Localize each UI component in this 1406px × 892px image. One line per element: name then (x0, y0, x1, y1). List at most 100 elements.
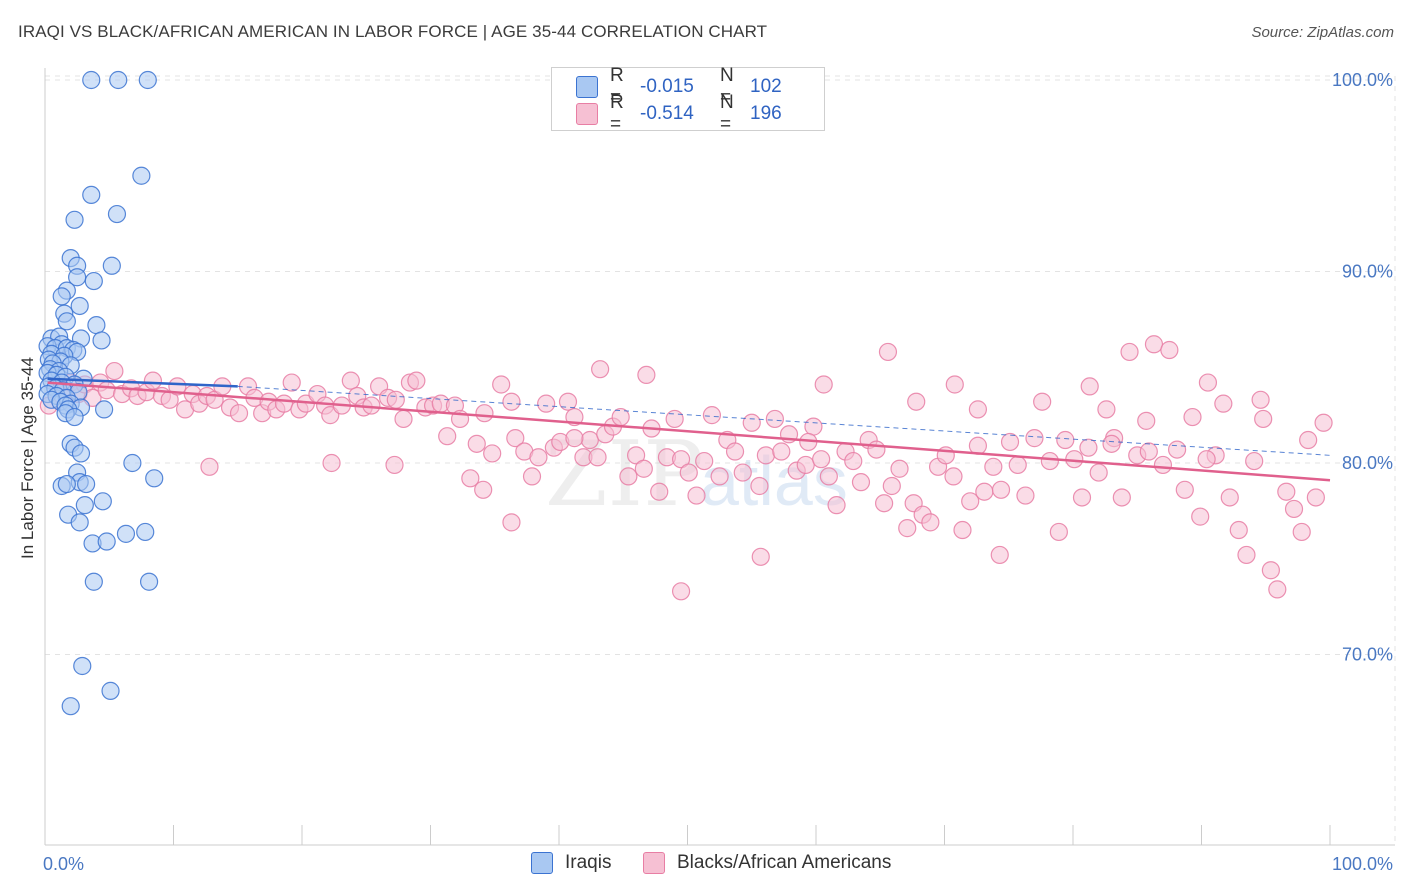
trend-lines (47, 377, 1331, 482)
data-point (522, 467, 542, 486)
data-point (229, 404, 249, 423)
data-point (1139, 442, 1158, 461)
legend-label-iraqis: Iraqis (565, 852, 612, 873)
data-point (1191, 507, 1210, 526)
data-point (87, 316, 106, 335)
legend-n-label: N = (720, 65, 734, 108)
data-point (844, 451, 863, 471)
legend-item-blacks[interactable]: Blacks/African Americans (643, 852, 891, 874)
tick-labels: 70.0% 80.0% 90.0% 100.0% 0.0% 100.0% (43, 70, 1393, 874)
data-point (1040, 451, 1059, 471)
data-point (814, 375, 833, 394)
data-point (341, 371, 360, 390)
data-point (1175, 480, 1194, 499)
data-point (1072, 488, 1092, 507)
data-point (145, 469, 164, 488)
data-point (394, 409, 413, 429)
data-point (733, 463, 752, 482)
data-point (107, 204, 127, 224)
data-point (637, 365, 656, 385)
legend-item-iraqis[interactable]: Iraqis (531, 852, 611, 874)
data-point (1049, 522, 1068, 542)
data-point (991, 480, 1011, 499)
data-point (139, 572, 159, 591)
data-point (168, 377, 187, 396)
legend-r-value: -0.015 (640, 76, 694, 97)
data-point (968, 400, 988, 419)
data-point (1314, 413, 1333, 432)
data-point (474, 480, 493, 499)
data-point (921, 513, 940, 532)
data-point (1306, 488, 1325, 507)
data-point (756, 446, 775, 465)
correlation-legend: R = -0.015 N = 102 R = -0.514 N = 196 (551, 65, 825, 135)
data-point (1144, 335, 1164, 354)
data-point (1056, 430, 1075, 450)
data-point (1268, 580, 1287, 599)
trend-line-blacks (47, 381, 1331, 482)
data-point (136, 522, 155, 542)
data-point (1183, 407, 1202, 427)
data-point (984, 457, 1003, 476)
data-point (438, 427, 457, 446)
data-point (1229, 520, 1248, 540)
data-point (407, 371, 426, 390)
data-point (1089, 463, 1108, 482)
data-point (1299, 430, 1318, 450)
data-point (282, 373, 301, 392)
data-point (961, 492, 980, 511)
data-point (1016, 486, 1035, 505)
data-point (123, 453, 142, 473)
data-point (626, 446, 646, 465)
data-point (898, 519, 917, 538)
data-point (77, 474, 96, 494)
data-point (84, 572, 103, 591)
data-point (804, 417, 823, 436)
data-point (1284, 499, 1304, 519)
data-point (65, 210, 84, 229)
data-point (751, 547, 770, 566)
data-point (765, 409, 784, 429)
data-point (475, 404, 494, 423)
y-tick-label: 80.0% (1342, 453, 1393, 473)
data-point (1197, 450, 1216, 469)
data-point (591, 360, 610, 379)
data-point (75, 496, 94, 515)
data-point (665, 409, 684, 429)
data-point (1237, 545, 1256, 565)
data-point (61, 697, 80, 716)
data-point (1112, 488, 1131, 507)
data-point (975, 482, 994, 501)
data-point (143, 371, 163, 390)
data-point (890, 459, 909, 478)
data-point (878, 342, 898, 362)
y-tick-label: 70.0% (1342, 645, 1393, 665)
data-point (867, 440, 886, 459)
legend-n-value: 102 (750, 76, 782, 97)
legend-r-label: R = (610, 92, 624, 135)
data-point (1214, 394, 1233, 413)
data-point (506, 429, 525, 448)
data-point (105, 361, 124, 381)
data-point (634, 459, 653, 478)
data-point (944, 467, 963, 486)
data-point (1008, 455, 1027, 475)
data-point (1254, 409, 1273, 429)
data-point (1160, 340, 1179, 360)
data-point (322, 453, 341, 473)
data-point (109, 70, 128, 90)
data-point (679, 463, 698, 482)
data-point (70, 513, 89, 532)
data-point (385, 455, 404, 475)
data-point (65, 407, 84, 427)
data-point (386, 390, 405, 409)
data-point (82, 185, 101, 204)
data-point (687, 486, 706, 505)
data-point (1120, 342, 1139, 362)
y-tick-label: 100.0% (1332, 70, 1393, 90)
data-point (274, 394, 294, 413)
data-point (558, 392, 578, 411)
data-point (710, 467, 729, 486)
legend-n-label: N = (720, 92, 734, 135)
data-point (796, 455, 815, 475)
